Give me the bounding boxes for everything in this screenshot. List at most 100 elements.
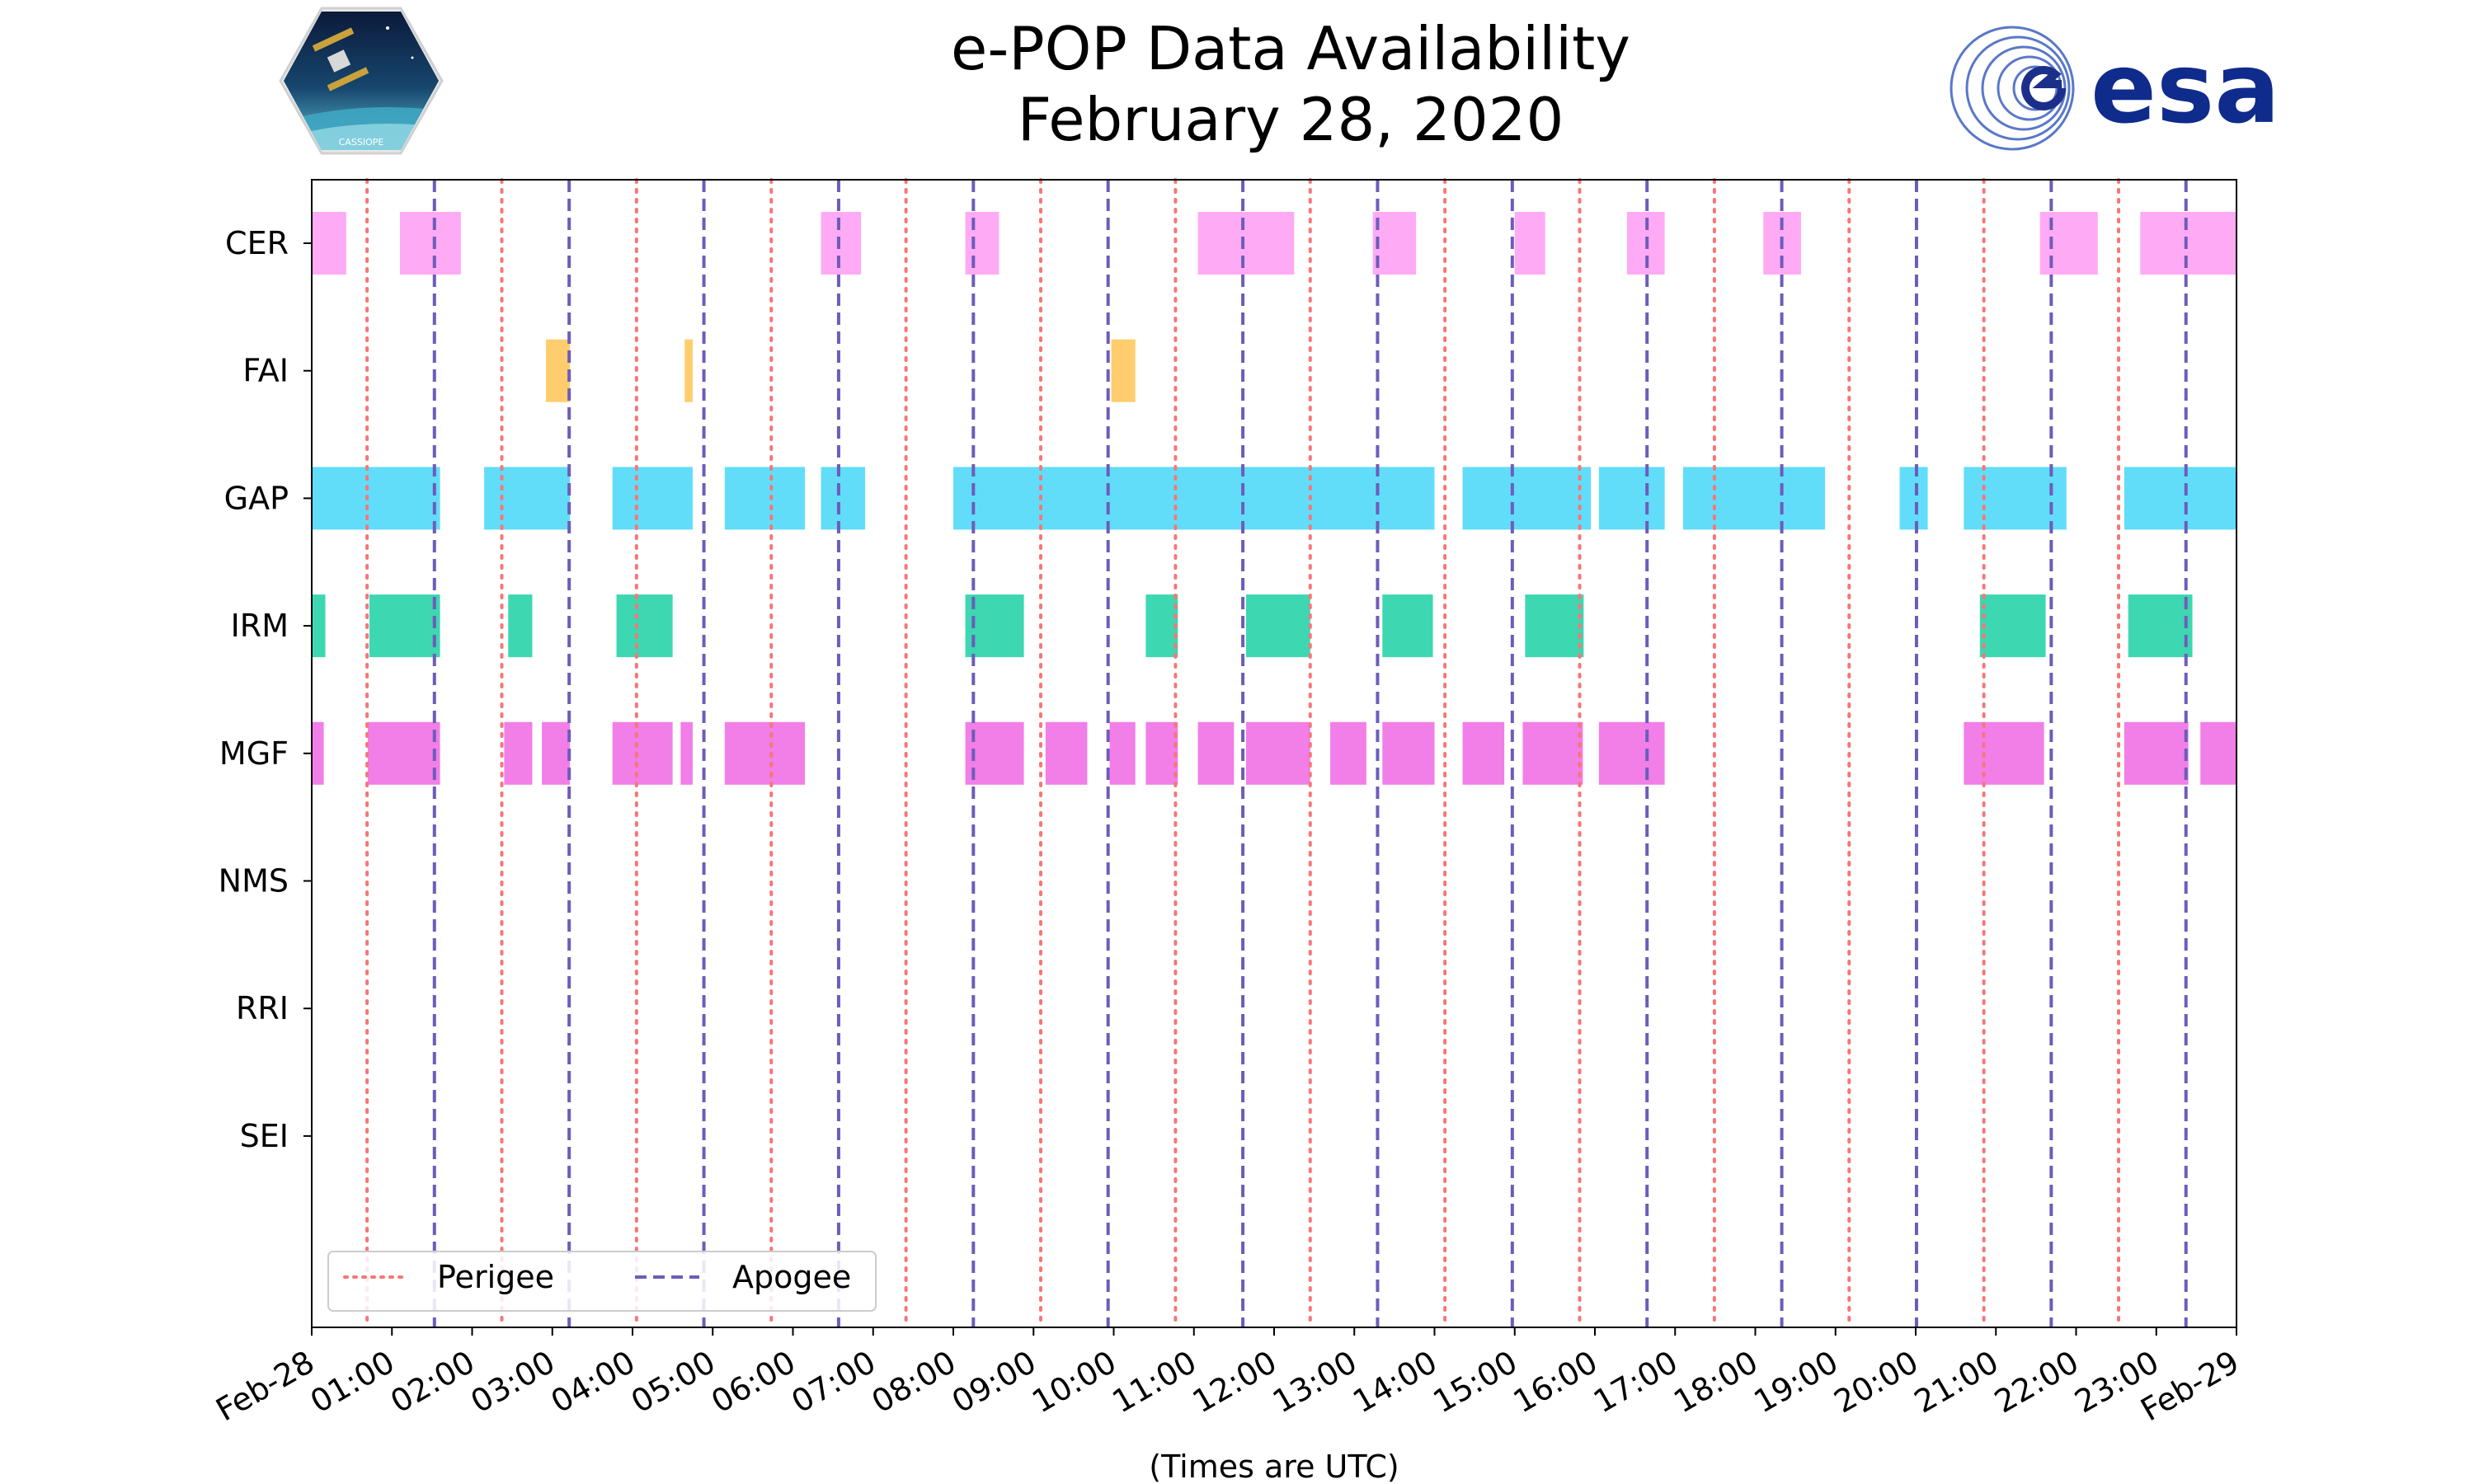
- bar-cer-4: [1197, 212, 1295, 275]
- bar-mgf-4: [612, 721, 673, 785]
- chart-subtitle: February 28, 2020: [1018, 85, 1564, 154]
- bar-mgf-17: [1598, 721, 1665, 785]
- bar-cer-1: [399, 212, 461, 275]
- bar-mgf-20: [2200, 721, 2236, 785]
- bar-irm-5: [1145, 594, 1178, 658]
- x-tick-label-19: 19:00: [1747, 1344, 1844, 1421]
- chart-title: e-POP Data Availability: [951, 14, 1630, 83]
- x-tick-label-10: 10:00: [1026, 1344, 1122, 1421]
- bar-gap-3: [724, 467, 806, 530]
- x-tick-label-13: 13:00: [1267, 1344, 1363, 1421]
- x-tick-label-21: 21:00: [1908, 1344, 2005, 1421]
- y-axis: CER FAI GAP IRM MGF NMS RRI SEI: [219, 225, 312, 1154]
- y-tick-label-mgf: MGF: [219, 735, 289, 772]
- bar-fai-0: [545, 339, 571, 402]
- legend-perigee-label: Perigee: [437, 1259, 554, 1295]
- bar-irm-0: [312, 594, 326, 658]
- x-tick-label-8: 08:00: [866, 1344, 962, 1421]
- bar-mgf-18: [1964, 721, 2044, 785]
- x-tick-label-0: Feb-28: [209, 1344, 320, 1429]
- bar-mgf-1: [368, 721, 440, 785]
- x-tick-label-17: 17:00: [1587, 1344, 1684, 1421]
- bar-gap-10: [1964, 467, 2067, 530]
- bar-irm-9: [1979, 594, 2046, 658]
- bar-mgf-11: [1197, 721, 1235, 785]
- bar-gap-6: [1462, 467, 1592, 530]
- bar-gap-7: [1598, 467, 1665, 530]
- bar-mgf-14: [1382, 721, 1435, 785]
- bar-mgf-9: [1109, 721, 1136, 785]
- x-tick-label-16: 16:00: [1507, 1344, 1604, 1421]
- bar-mgf-3: [542, 721, 571, 785]
- x-tick-label-22: 22:00: [1988, 1344, 2085, 1421]
- x-tick-label-11: 11:00: [1106, 1344, 1202, 1421]
- x-tick-label-18: 18:00: [1667, 1344, 1764, 1421]
- bar-cer-3: [965, 212, 999, 275]
- bar-mgf-8: [1045, 721, 1088, 785]
- bar-cer-6: [1514, 212, 1545, 275]
- bar-irm-4: [965, 594, 1024, 658]
- bar-mgf-10: [1145, 721, 1178, 785]
- legend-apogee-label: Apogee: [732, 1259, 851, 1295]
- y-tick-label-rri: RRI: [236, 990, 289, 1026]
- bar-gap-0: [312, 467, 440, 530]
- bar-gap-4: [821, 467, 866, 530]
- x-tick-label-5: 05:00: [625, 1344, 722, 1421]
- bar-irm-6: [1245, 594, 1310, 658]
- bar-gap-11: [2124, 467, 2236, 530]
- bar-mgf-16: [1522, 721, 1583, 785]
- x-tick-label-2: 02:00: [384, 1344, 481, 1421]
- x-tick-label-12: 12:00: [1187, 1344, 1283, 1421]
- bar-mgf-19: [2124, 721, 2189, 785]
- x-tick-label-1: 01:00: [304, 1344, 401, 1421]
- bar-mgf-6: [724, 721, 806, 785]
- legend: Perigee Apogee: [327, 1251, 877, 1312]
- bar-gap-9: [1899, 467, 1928, 530]
- x-tick-label-3: 03:00: [464, 1344, 561, 1421]
- bar-gap-1: [484, 467, 571, 530]
- legend-box: [327, 1251, 877, 1312]
- bar-irm-3: [616, 594, 673, 658]
- x-axis-label: (Times are UTC): [1149, 1449, 1399, 1484]
- y-tick-label-fai: FAI: [242, 353, 289, 389]
- bar-irm-1: [369, 594, 440, 658]
- bar-irm-10: [2128, 594, 2193, 658]
- y-tick-label-cer: CER: [225, 225, 289, 261]
- x-tick-label-9: 09:00: [946, 1344, 1042, 1421]
- y-tick-label-gap: GAP: [224, 480, 289, 516]
- bar-irm-8: [1525, 594, 1584, 658]
- x-tick-label-6: 06:00: [705, 1344, 802, 1421]
- bar-cer-5: [1372, 212, 1417, 275]
- x-axis: Feb-2801:0002:0003:0004:0005:0006:0007:0…: [209, 1327, 2246, 1429]
- esa-logo-text: esa: [2091, 31, 2280, 145]
- bar-fai-1: [684, 339, 693, 402]
- bar-mgf-0: [312, 721, 324, 785]
- cassiope-logo-text: CASSIOPE: [339, 137, 384, 148]
- x-tick-label-20: 20:00: [1828, 1344, 1925, 1421]
- bar-mgf-13: [1330, 721, 1366, 785]
- bar-mgf-7: [965, 721, 1024, 785]
- esa-logo: esa: [1950, 26, 2280, 151]
- bar-irm-2: [508, 594, 533, 658]
- bar-gap-2: [612, 467, 693, 530]
- bar-irm-7: [1382, 594, 1433, 658]
- bar-mgf-2: [504, 721, 533, 785]
- y-tick-label-sei: SEI: [240, 1118, 289, 1154]
- bar-fai-2: [1111, 339, 1136, 402]
- x-tick-label-15: 15:00: [1427, 1344, 1523, 1421]
- y-tick-label-nms: NMS: [219, 863, 289, 899]
- bar-gap-8: [1682, 467, 1826, 530]
- bar-cer-10: [2140, 212, 2236, 275]
- bar-mgf-12: [1245, 721, 1310, 785]
- bar-cer-0: [312, 212, 346, 275]
- bar-cer-9: [2039, 212, 2098, 275]
- x-tick-label-14: 14:00: [1347, 1344, 1443, 1421]
- x-tick-label-4: 04:00: [545, 1344, 642, 1421]
- x-tick-label-7: 07:00: [785, 1344, 882, 1421]
- bar-cer-2: [821, 212, 862, 275]
- cassiope-logo: CASSIOPE: [279, 7, 444, 155]
- bar-mgf-15: [1462, 721, 1505, 785]
- bar-gap-5: [953, 467, 1435, 530]
- bar-mgf-5: [680, 721, 693, 785]
